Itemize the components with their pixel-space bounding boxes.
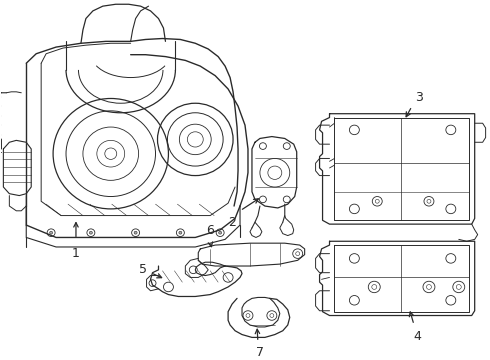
- Text: 5: 5: [139, 263, 147, 276]
- Text: 1: 1: [72, 247, 80, 260]
- Circle shape: [179, 231, 182, 234]
- Circle shape: [49, 231, 52, 234]
- Circle shape: [219, 231, 221, 234]
- Text: 4: 4: [413, 330, 421, 343]
- Text: 6: 6: [206, 224, 214, 238]
- Text: 2: 2: [228, 216, 236, 229]
- Text: 3: 3: [415, 91, 423, 104]
- Text: 7: 7: [256, 346, 264, 359]
- Circle shape: [134, 231, 137, 234]
- Circle shape: [89, 231, 93, 234]
